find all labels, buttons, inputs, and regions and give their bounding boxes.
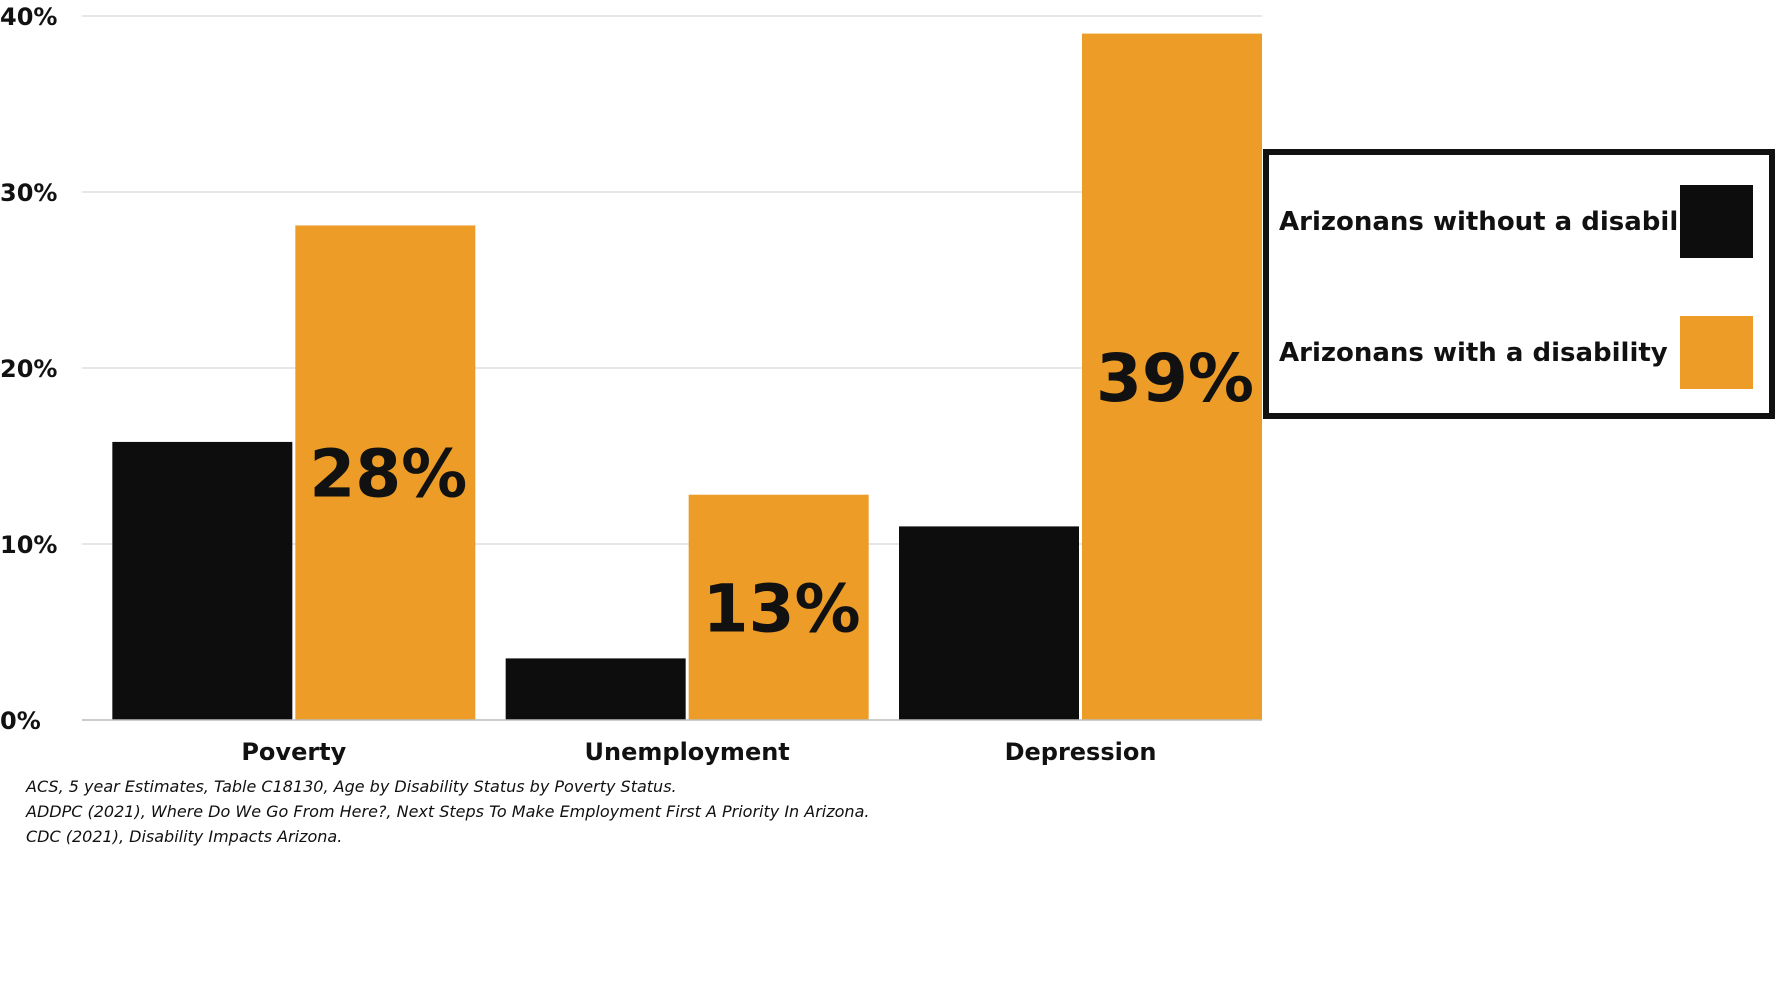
bar <box>505 658 686 720</box>
source-notes: ACS, 5 year Estimates, Table C18130, Age… <box>26 774 869 849</box>
y-axis: 0% 10% 20% 30% 40% <box>0 3 57 735</box>
data-label: 28% <box>309 436 467 513</box>
source-note: ACS, 5 year Estimates, Table C18130, Age… <box>26 777 677 796</box>
data-labels: 28% 13% 39% <box>309 340 1254 648</box>
bar <box>899 526 1079 720</box>
x-axis: Poverty Unemployment Depression <box>241 738 1156 766</box>
legend-label: Arizonans without a disability <box>1279 207 1717 237</box>
bar <box>295 225 476 720</box>
category-label: Unemployment <box>585 738 790 766</box>
legend-swatch <box>1680 185 1753 258</box>
category-label: Poverty <box>241 738 346 766</box>
legend-item-without-disability: Arizonans without a disability <box>1279 185 1753 261</box>
legend-item-with-disability: Arizonans with a disability <box>1279 316 1753 392</box>
bars <box>112 33 1262 721</box>
bar <box>1082 33 1262 721</box>
legend: Arizonans without a disability Arizonans… <box>1263 149 1775 419</box>
data-label: 13% <box>703 570 861 647</box>
data-label: 39% <box>1096 340 1254 417</box>
y-tick-label: 10% <box>0 531 57 559</box>
bar <box>688 494 869 720</box>
bar <box>112 441 293 720</box>
y-tick-label: 30% <box>0 179 57 207</box>
category-label: Depression <box>1005 738 1157 766</box>
y-tick-label: 0% <box>0 707 41 735</box>
legend-label: Arizonans with a disability <box>1279 338 1668 368</box>
source-note: ADDPC (2021), Where Do We Go From Here?,… <box>26 802 870 821</box>
source-note: CDC (2021), Disability Impacts Arizona. <box>26 827 343 846</box>
legend-swatch <box>1680 316 1753 389</box>
y-tick-label: 40% <box>0 3 57 31</box>
y-tick-label: 20% <box>0 355 57 383</box>
